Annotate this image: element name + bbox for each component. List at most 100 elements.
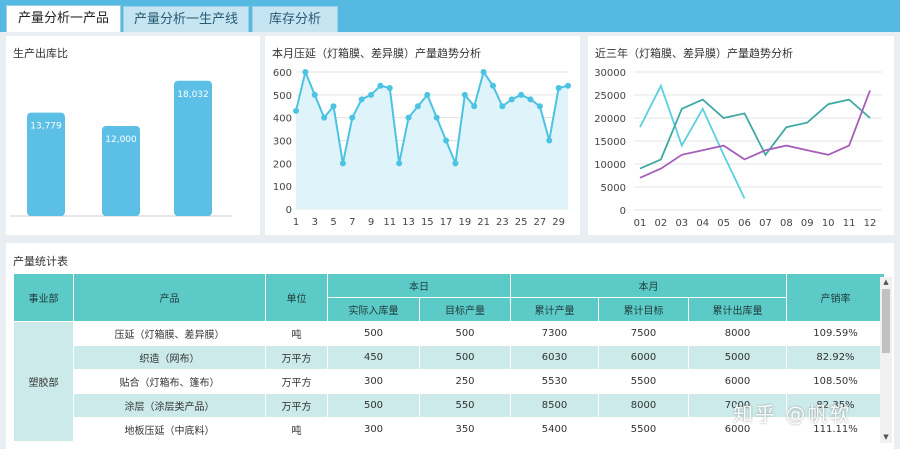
header-product: 产品 — [73, 273, 266, 322]
x-tick-label: 29 — [552, 217, 565, 228]
bar-value-label: 18,032 — [177, 90, 209, 100]
target-cell: 550 — [419, 393, 511, 418]
three-year-trend-panel: 近三年（灯箱膜、差异膜）产量趋势分析 0 5000 10000 15000 20000 2… — [588, 36, 894, 235]
x-tick-label: 07 — [759, 218, 772, 229]
bar — [102, 126, 140, 216]
y-tick-label: 5000 — [601, 183, 626, 194]
cum-target-cell: 8000 — [598, 393, 689, 418]
data-point — [443, 137, 450, 144]
x-tick-label: 12 — [864, 218, 877, 229]
data-point — [330, 103, 337, 110]
product-cell: 压延（灯箱膜、差异膜） — [73, 321, 266, 346]
y-tick-label: 20000 — [594, 114, 626, 125]
table-title: 产量统计表 — [13, 255, 68, 268]
output-table-panel: 产量统计表 事业部 产品 单位 本日 本月 产销率 实际入库量 目标产量 累计产… — [6, 243, 894, 449]
monthly-trend-panel: 本月压延（灯箱膜、差异膜）产量趋势分析 0 100 200 300 400 500 600 1… — [265, 36, 580, 235]
data-point — [405, 114, 412, 121]
table-row: 地板压延（中底料） 吨 300 350 5400 5500 6000 111.1… — [14, 417, 885, 442]
cum-target-cell: 5500 — [598, 369, 689, 394]
cum-cell: 8500 — [510, 393, 599, 418]
header-today: 本日 — [327, 273, 511, 298]
x-tick-label: 06 — [738, 218, 751, 229]
ratio-cell: 111.11% — [786, 417, 885, 442]
x-tick-label: 03 — [675, 218, 688, 229]
x-tick-label: 09 — [801, 218, 814, 229]
data-point — [461, 91, 468, 98]
top-tab-bar: 产量分析一产品 产量分析一生产线 库存分析 — [0, 0, 900, 32]
data-point — [555, 84, 562, 91]
unit-cell: 吨 — [265, 417, 328, 442]
data-point — [377, 82, 384, 89]
tab-line-output[interactable]: 产量分析一生产线 — [123, 6, 249, 32]
header-ratio: 产销率 — [786, 273, 885, 322]
bar-value-label: 12,000 — [105, 135, 137, 145]
ratio-cell: 82.92% — [786, 345, 885, 370]
cum-out-cell: 5000 — [688, 345, 787, 370]
x-tick-label: 5 — [330, 217, 336, 228]
three-year-trend-title: 近三年（灯箱膜、差异膜）产量趋势分析 — [595, 47, 793, 60]
y-tick-label: 300 — [273, 137, 292, 148]
bar — [174, 80, 212, 216]
tab-inventory[interactable]: 库存分析 — [252, 6, 338, 32]
watermark: 知乎 @帆软 — [733, 402, 852, 426]
series-line — [639, 98, 871, 170]
header-target: 目标产量 — [419, 297, 511, 322]
data-point — [471, 103, 478, 110]
cum-out-cell: 8000 — [688, 321, 787, 346]
y-tick-label: 400 — [273, 114, 292, 125]
data-point — [396, 160, 403, 167]
x-tick-label: 11 — [843, 218, 856, 229]
table-scrollbar[interactable]: ▲ ▼ — [880, 277, 892, 443]
data-point — [452, 160, 459, 167]
scrollbar-thumb[interactable] — [882, 289, 890, 353]
header-cum-target: 累计目标 — [598, 297, 689, 322]
y-tick-label: 600 — [273, 68, 292, 79]
y-tick-label: 0 — [286, 205, 292, 216]
ratio-cell: 82.35% — [786, 393, 885, 418]
output-table: 事业部 产品 单位 本日 本月 产销率 实际入库量 目标产量 累计产量 累计目标… — [13, 273, 885, 442]
x-tick-label: 10 — [822, 218, 835, 229]
data-point — [358, 96, 365, 103]
cum-target-cell: 7500 — [598, 321, 689, 346]
x-tick-label: 25 — [515, 217, 528, 228]
data-point — [414, 103, 421, 110]
product-cell: 涂层（涂层类产品） — [73, 393, 266, 418]
cum-out-cell: 6000 — [688, 369, 787, 394]
header-month: 本月 — [510, 273, 787, 298]
y-tick-label: 500 — [273, 91, 292, 102]
data-point — [499, 103, 506, 110]
data-point — [424, 91, 431, 98]
x-tick-label: 11 — [383, 217, 396, 228]
cum-cell: 6030 — [510, 345, 599, 370]
product-cell: 贴合（灯箱布、篷布） — [73, 369, 266, 394]
x-tick-label: 04 — [696, 218, 709, 229]
header-actual: 实际入库量 — [327, 297, 420, 322]
target-cell: 250 — [419, 369, 511, 394]
target-cell: 500 — [419, 321, 511, 346]
y-tick-label: 100 — [273, 182, 292, 193]
table-row: 织造（网布） 万平方 450 500 6030 6000 5000 82.92% — [14, 345, 885, 370]
data-point — [349, 114, 356, 121]
area-fill — [296, 72, 568, 209]
data-point — [480, 69, 487, 75]
bar-chart-panel: 生产出库比 13,779 12,000 18,032 — [6, 36, 260, 235]
unit-cell: 万平方 — [265, 369, 328, 394]
tab-product-output[interactable]: 产量分析一产品 — [6, 5, 121, 32]
unit-cell: 万平方 — [265, 345, 328, 370]
data-point — [518, 91, 525, 98]
data-point — [508, 96, 515, 103]
actual-cell: 300 — [327, 369, 420, 394]
scroll-down-icon[interactable]: ▼ — [883, 433, 889, 441]
target-cell: 350 — [419, 417, 511, 442]
scroll-up-icon[interactable]: ▲ — [883, 278, 889, 286]
data-point — [339, 160, 346, 167]
product-cell: 织造（网布） — [73, 345, 266, 370]
unit-cell: 万平方 — [265, 393, 328, 418]
data-point — [386, 84, 393, 91]
x-tick-label: 7 — [349, 217, 355, 228]
cum-out-cell: 6000 — [688, 417, 787, 442]
x-tick-label: 01 — [634, 218, 647, 229]
unit-cell: 吨 — [265, 321, 328, 346]
cum-target-cell: 5500 — [598, 417, 689, 442]
